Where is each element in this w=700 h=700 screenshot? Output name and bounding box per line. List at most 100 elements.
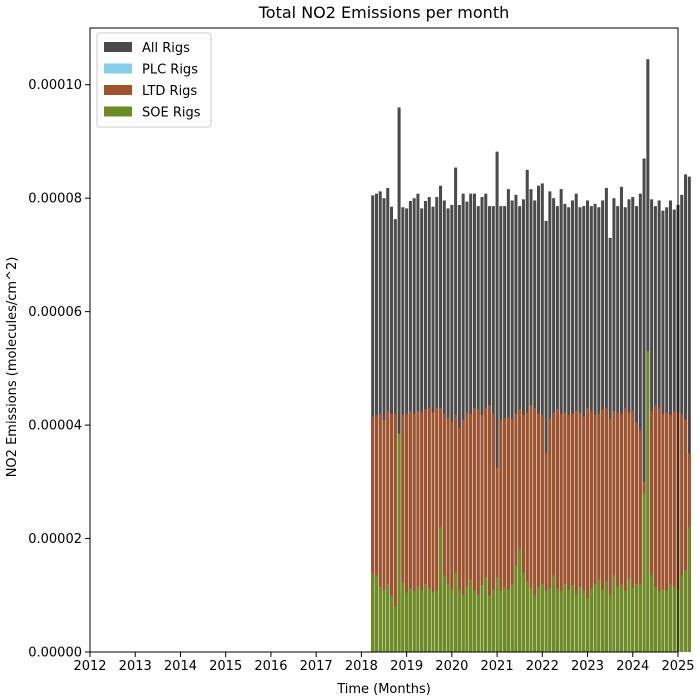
bar: [623, 590, 627, 652]
legend-swatch-plc-rigs: [104, 63, 132, 74]
bar: [390, 595, 394, 652]
x-tick-label: 2025: [661, 659, 694, 674]
bar: [559, 590, 563, 652]
bar: [593, 414, 597, 652]
bar: [454, 414, 458, 652]
bar: [397, 433, 401, 652]
bar: [472, 408, 476, 652]
bar: [593, 583, 597, 652]
bar: [503, 586, 507, 652]
series-ltd-rigs: [371, 405, 691, 652]
bar: [672, 410, 676, 652]
bar: [465, 412, 469, 652]
bar: [450, 589, 454, 652]
bar: [623, 408, 627, 652]
bar: [544, 220, 548, 652]
bar: [454, 572, 458, 652]
bar: [457, 589, 461, 652]
bar: [657, 408, 661, 652]
bar: [408, 588, 412, 652]
bar: [521, 414, 525, 652]
x-tick-label: 2024: [616, 659, 649, 674]
bar: [488, 405, 492, 652]
bar: [491, 589, 495, 652]
bar: [555, 588, 559, 652]
bar: [563, 583, 567, 652]
bar: [390, 413, 394, 652]
bar: [578, 586, 582, 652]
bar: [537, 586, 541, 652]
bar: [491, 413, 495, 652]
bar: [518, 409, 522, 652]
bar: [684, 419, 688, 652]
bar: [548, 588, 552, 652]
bar: [589, 588, 593, 652]
bar: [412, 590, 416, 652]
bar: [521, 572, 525, 652]
bar: [510, 583, 514, 652]
bar: [684, 569, 688, 652]
bar: [653, 405, 657, 652]
bar: [578, 412, 582, 652]
legend: All Rigs PLC Rigs LTD Rigs SOE Rigs: [96, 32, 212, 128]
bar: [668, 414, 672, 652]
bar: [457, 427, 461, 652]
bar: [495, 151, 499, 653]
plot-area: [89, 27, 691, 653]
bar: [386, 410, 390, 652]
bar: [619, 413, 623, 652]
bar: [529, 405, 533, 652]
bar: [608, 418, 612, 652]
bar: [442, 413, 446, 652]
bar: [601, 409, 605, 652]
bar: [650, 575, 654, 652]
bar: [544, 453, 548, 652]
bar: [642, 493, 646, 652]
bar: [408, 410, 412, 652]
x-tick-label: 2016: [254, 659, 287, 674]
x-tick-label: 2018: [345, 659, 378, 674]
bar: [631, 410, 635, 652]
bar: [661, 413, 665, 652]
bar: [638, 193, 642, 652]
y-tick-label: 0.00010: [28, 78, 82, 93]
bar: [382, 419, 386, 652]
bar: [484, 408, 488, 652]
bar: [586, 598, 590, 652]
bar: [525, 169, 529, 652]
bar: [431, 412, 435, 652]
bar: [431, 592, 435, 652]
bar: [454, 167, 458, 653]
x-tick-label: 2015: [209, 659, 242, 674]
bar: [469, 413, 473, 652]
bar: [405, 413, 409, 652]
bar: [495, 577, 499, 652]
bar: [469, 579, 473, 652]
y-tick-label: 0.00004: [28, 419, 82, 434]
bar: [567, 589, 571, 652]
bar: [439, 527, 443, 652]
bar: [684, 174, 688, 653]
bar: [525, 581, 529, 652]
bar: [371, 416, 375, 652]
bar: [506, 416, 510, 652]
x-tick-label: 2014: [164, 659, 197, 674]
bar: [687, 527, 691, 652]
bar: [499, 420, 503, 652]
bar: [378, 413, 382, 652]
bar: [416, 410, 420, 652]
bar: [435, 408, 439, 652]
x-tick-label: 2022: [526, 659, 559, 674]
bar: [616, 586, 620, 652]
bar: [472, 590, 476, 652]
bar: [378, 586, 382, 652]
bar: [514, 413, 518, 652]
bar: [465, 586, 469, 652]
bar: [499, 590, 503, 652]
bar: [680, 413, 684, 652]
legend-swatch-soe-rigs: [104, 106, 132, 117]
bar: [510, 419, 514, 652]
x-tick-label: 2013: [119, 659, 152, 674]
bar: [638, 430, 642, 652]
